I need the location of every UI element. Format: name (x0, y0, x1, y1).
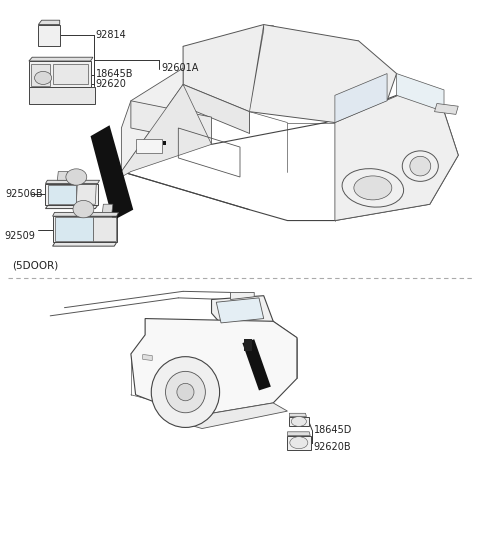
Polygon shape (242, 339, 271, 390)
Bar (136, 139, 162, 152)
Polygon shape (57, 172, 68, 180)
Polygon shape (31, 64, 50, 86)
Ellipse shape (166, 371, 205, 412)
Text: 18645D: 18645D (313, 425, 352, 435)
Polygon shape (38, 20, 60, 25)
Text: 92620: 92620 (96, 79, 127, 89)
Ellipse shape (151, 356, 219, 427)
Polygon shape (29, 57, 93, 61)
Ellipse shape (410, 156, 431, 176)
Polygon shape (46, 180, 99, 184)
Polygon shape (29, 61, 91, 87)
Polygon shape (131, 318, 297, 416)
Text: 92506B: 92506B (5, 189, 43, 200)
Text: 92509: 92509 (4, 231, 35, 241)
Polygon shape (53, 243, 117, 246)
Polygon shape (121, 68, 183, 172)
Polygon shape (212, 296, 273, 329)
Polygon shape (91, 125, 133, 221)
Text: 92620B: 92620B (313, 442, 351, 452)
Polygon shape (102, 204, 113, 212)
Ellipse shape (177, 383, 194, 401)
Polygon shape (183, 25, 396, 123)
Polygon shape (48, 185, 76, 204)
Text: 18645B: 18645B (96, 69, 133, 79)
Polygon shape (121, 85, 212, 177)
Ellipse shape (354, 176, 392, 200)
Polygon shape (131, 101, 212, 144)
Ellipse shape (290, 437, 308, 449)
Polygon shape (434, 103, 458, 114)
Ellipse shape (342, 169, 404, 207)
Polygon shape (250, 25, 264, 112)
Polygon shape (53, 212, 119, 216)
Polygon shape (183, 85, 250, 134)
Polygon shape (46, 184, 97, 205)
Polygon shape (289, 413, 306, 416)
Polygon shape (93, 217, 116, 241)
Polygon shape (53, 64, 88, 85)
Polygon shape (289, 416, 309, 426)
Ellipse shape (291, 416, 306, 426)
Ellipse shape (66, 169, 87, 185)
Ellipse shape (73, 200, 94, 218)
Text: 92601A: 92601A (161, 63, 199, 73)
Polygon shape (216, 298, 264, 323)
Polygon shape (183, 403, 288, 428)
Polygon shape (335, 74, 387, 123)
Ellipse shape (35, 72, 52, 85)
Polygon shape (396, 74, 444, 112)
Polygon shape (53, 216, 117, 243)
Polygon shape (230, 293, 254, 300)
Polygon shape (335, 90, 458, 221)
Bar (244, 339, 252, 351)
Polygon shape (76, 185, 96, 204)
Polygon shape (29, 87, 96, 103)
Polygon shape (143, 355, 152, 360)
Polygon shape (288, 432, 310, 436)
Polygon shape (55, 217, 93, 241)
Polygon shape (46, 205, 97, 208)
Ellipse shape (402, 151, 438, 182)
Text: (5DOOR): (5DOOR) (12, 261, 59, 271)
Polygon shape (288, 436, 311, 450)
Text: 92814: 92814 (96, 30, 127, 41)
Bar (163, 141, 167, 145)
Polygon shape (38, 25, 60, 46)
